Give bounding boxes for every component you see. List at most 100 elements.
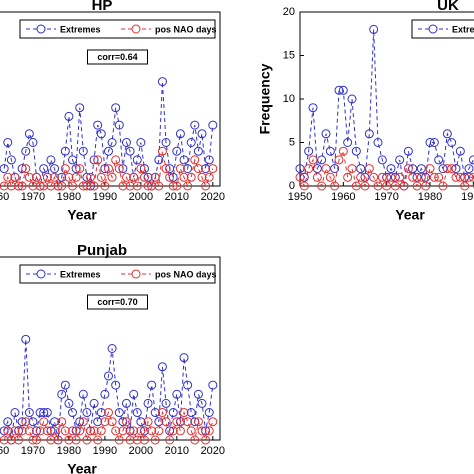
marker: [390, 181, 400, 191]
marker: [347, 94, 357, 104]
marker: [24, 426, 34, 436]
marker: [304, 146, 314, 156]
marker: [96, 172, 106, 182]
marker: [386, 172, 396, 182]
marker: [356, 164, 366, 174]
marker: [75, 426, 85, 436]
marker: [183, 181, 193, 191]
marker: [165, 435, 175, 445]
marker: [186, 408, 196, 418]
marker: [10, 408, 20, 418]
marker: [395, 155, 405, 165]
marker: [118, 181, 128, 191]
marker: [208, 380, 218, 390]
series-line: [3, 410, 214, 442]
marker: [434, 155, 444, 165]
marker: [421, 172, 431, 182]
marker: [429, 172, 439, 182]
marker: [190, 120, 200, 130]
marker: [154, 155, 164, 165]
marker: [39, 417, 49, 427]
marker: [42, 172, 52, 182]
marker: [447, 138, 457, 147]
marker: [46, 426, 56, 436]
marker: [373, 181, 383, 191]
marker: [143, 417, 153, 427]
marker: [82, 435, 92, 445]
marker: [136, 138, 146, 147]
marker: [3, 138, 13, 147]
marker: [321, 164, 331, 174]
marker: [21, 164, 31, 174]
y-tick-label: 20: [283, 6, 295, 18]
legend-marker: [36, 24, 46, 34]
x-tick-label: 1950: [288, 191, 312, 203]
marker: [190, 155, 200, 165]
marker: [86, 426, 95, 436]
x-tick-label: 2000: [129, 445, 153, 457]
marker: [39, 408, 49, 418]
marker: [50, 164, 60, 174]
marker: [438, 164, 448, 174]
marker: [57, 181, 67, 191]
legend-label: pos NAO days: [155, 269, 217, 279]
marker: [132, 435, 142, 445]
marker: [179, 172, 189, 182]
marker: [100, 181, 110, 191]
marker: [3, 417, 13, 427]
marker: [132, 408, 142, 418]
marker: [39, 181, 49, 191]
marker: [161, 164, 171, 174]
marker: [172, 417, 182, 427]
marker: [165, 426, 175, 436]
marker: [179, 155, 189, 165]
marker: [183, 164, 193, 174]
marker: [369, 24, 379, 34]
marker: [53, 181, 63, 191]
x-axis-label: Year: [67, 207, 97, 223]
marker: [386, 164, 396, 174]
marker: [46, 181, 56, 191]
marker: [382, 181, 392, 191]
marker: [338, 85, 348, 95]
marker: [201, 435, 211, 445]
annotation: corr=0.70: [97, 297, 137, 307]
marker: [21, 334, 31, 344]
y-axis-label: Frequency: [257, 63, 273, 134]
marker: [343, 138, 353, 147]
marker: [57, 389, 67, 399]
marker: [78, 146, 88, 156]
marker: [338, 146, 348, 156]
marker: [168, 181, 178, 191]
marker: [114, 164, 124, 174]
marker: [136, 426, 146, 436]
marker: [24, 172, 34, 182]
marker: [161, 138, 171, 147]
annotation: corr=0.64: [97, 52, 137, 62]
marker: [118, 426, 128, 436]
marker: [89, 155, 99, 165]
marker: [204, 408, 214, 418]
marker: [114, 120, 124, 130]
marker: [42, 408, 52, 418]
marker: [64, 172, 74, 182]
marker: [208, 164, 218, 174]
marker: [197, 426, 207, 436]
marker: [100, 389, 110, 399]
marker: [183, 380, 193, 390]
marker: [464, 172, 474, 182]
marker: [129, 426, 139, 436]
marker: [46, 155, 56, 165]
marker: [136, 164, 146, 174]
marker: [71, 435, 81, 445]
marker: [57, 172, 67, 182]
marker: [186, 426, 196, 436]
legend-marker: [131, 269, 141, 279]
x-tick-label: 1970: [374, 191, 398, 203]
marker: [35, 426, 45, 436]
marker: [147, 380, 157, 390]
x-tick-label: 1970: [21, 445, 45, 457]
marker: [377, 172, 387, 182]
marker: [64, 111, 74, 121]
marker: [334, 155, 344, 165]
